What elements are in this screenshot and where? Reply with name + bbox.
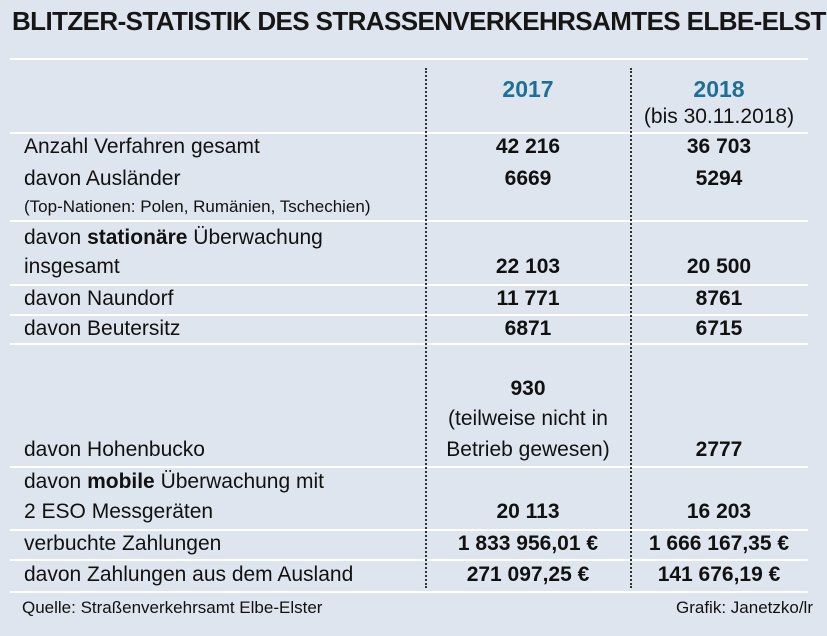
value-2018: 2777 xyxy=(695,438,743,461)
row-label: davon Beutersitz xyxy=(24,317,181,340)
row-divider xyxy=(10,132,808,134)
value-2018: 36 703 xyxy=(686,135,752,158)
value-2017-note: Betrieb gewesen) xyxy=(446,438,610,461)
title-bar: BLITZER-STATISTIK DES STRASSENVERKEHRSAM… xyxy=(0,0,827,44)
value-2018: 8761 xyxy=(695,287,743,310)
row-label-line2: 2 ESO Messgeräten xyxy=(24,500,214,523)
column-header-2017: 2017 xyxy=(502,76,554,102)
value-2017: 20 113 xyxy=(496,500,560,523)
column-header-2018-note: (bis 30.11.2018) xyxy=(643,105,795,128)
value-2018: 141 676,19 € xyxy=(657,563,781,586)
row-divider xyxy=(10,58,808,60)
value-2017: 42 216 xyxy=(495,135,561,158)
column-divider xyxy=(630,68,632,588)
row-divider xyxy=(10,220,808,222)
page-title: BLITZER-STATISTIK DES STRASSENVERKEHRSAM… xyxy=(12,6,827,36)
value-2018: 5294 xyxy=(695,167,743,190)
value-2017-note: (teilweise nicht in xyxy=(448,407,608,430)
value-2017: 271 097,25 € xyxy=(466,563,590,586)
source-note: Quelle: Straßenverkehrsamt Elbe-Elster xyxy=(22,598,323,617)
value-2017: 22 103 xyxy=(495,255,561,278)
column-header-2018: 2018 xyxy=(693,76,745,102)
value-2018: 1 666 167,35 € xyxy=(648,532,790,555)
row-label-line2: insgesamt xyxy=(24,255,120,278)
column-divider xyxy=(425,68,427,588)
value-2017: 11 771 xyxy=(496,287,560,310)
row-label-emphasis: stationäre xyxy=(87,226,188,249)
value-2017: 6871 xyxy=(504,317,552,340)
graphic-credit: Grafik: Janetzko/lr xyxy=(676,598,813,617)
row-label: verbuchte Zahlungen xyxy=(24,532,222,555)
row-label: davon Hohenbucko xyxy=(24,438,205,461)
row-label: davon stationäre Überwachung xyxy=(24,225,323,251)
row-note: (Top-Nationen: Polen, Rumänien, Tschechi… xyxy=(24,197,371,216)
row-label-post: Überwachung xyxy=(187,226,323,249)
row-label: davon mobile Überwachung mit xyxy=(24,469,324,495)
value-2018: 20 500 xyxy=(686,255,752,278)
value-2017: 6669 xyxy=(504,167,552,190)
row-label-pre: davon xyxy=(24,226,88,249)
row-label: davon Zahlungen aus dem Ausland xyxy=(24,563,354,586)
row-divider xyxy=(10,591,808,593)
row-divider xyxy=(10,343,808,345)
row-divider xyxy=(10,559,808,561)
row-label: davon Ausländer xyxy=(24,167,181,190)
row-label: davon Naundorf xyxy=(24,287,174,310)
row-divider xyxy=(10,314,808,316)
value-2017: 930 xyxy=(510,377,546,400)
row-label-post: Überwachung mit xyxy=(154,470,324,493)
row-label-pre: davon xyxy=(24,470,88,493)
row-label: Anzahl Verfahren gesamt xyxy=(24,135,260,158)
value-2017: 1 833 956,01 € xyxy=(457,532,599,555)
row-label-emphasis: mobile xyxy=(87,470,155,493)
value-2018: 6715 xyxy=(695,317,743,340)
row-divider xyxy=(10,466,808,468)
row-divider xyxy=(10,529,808,531)
value-2018: 16 203 xyxy=(686,500,752,523)
row-divider xyxy=(10,284,808,286)
